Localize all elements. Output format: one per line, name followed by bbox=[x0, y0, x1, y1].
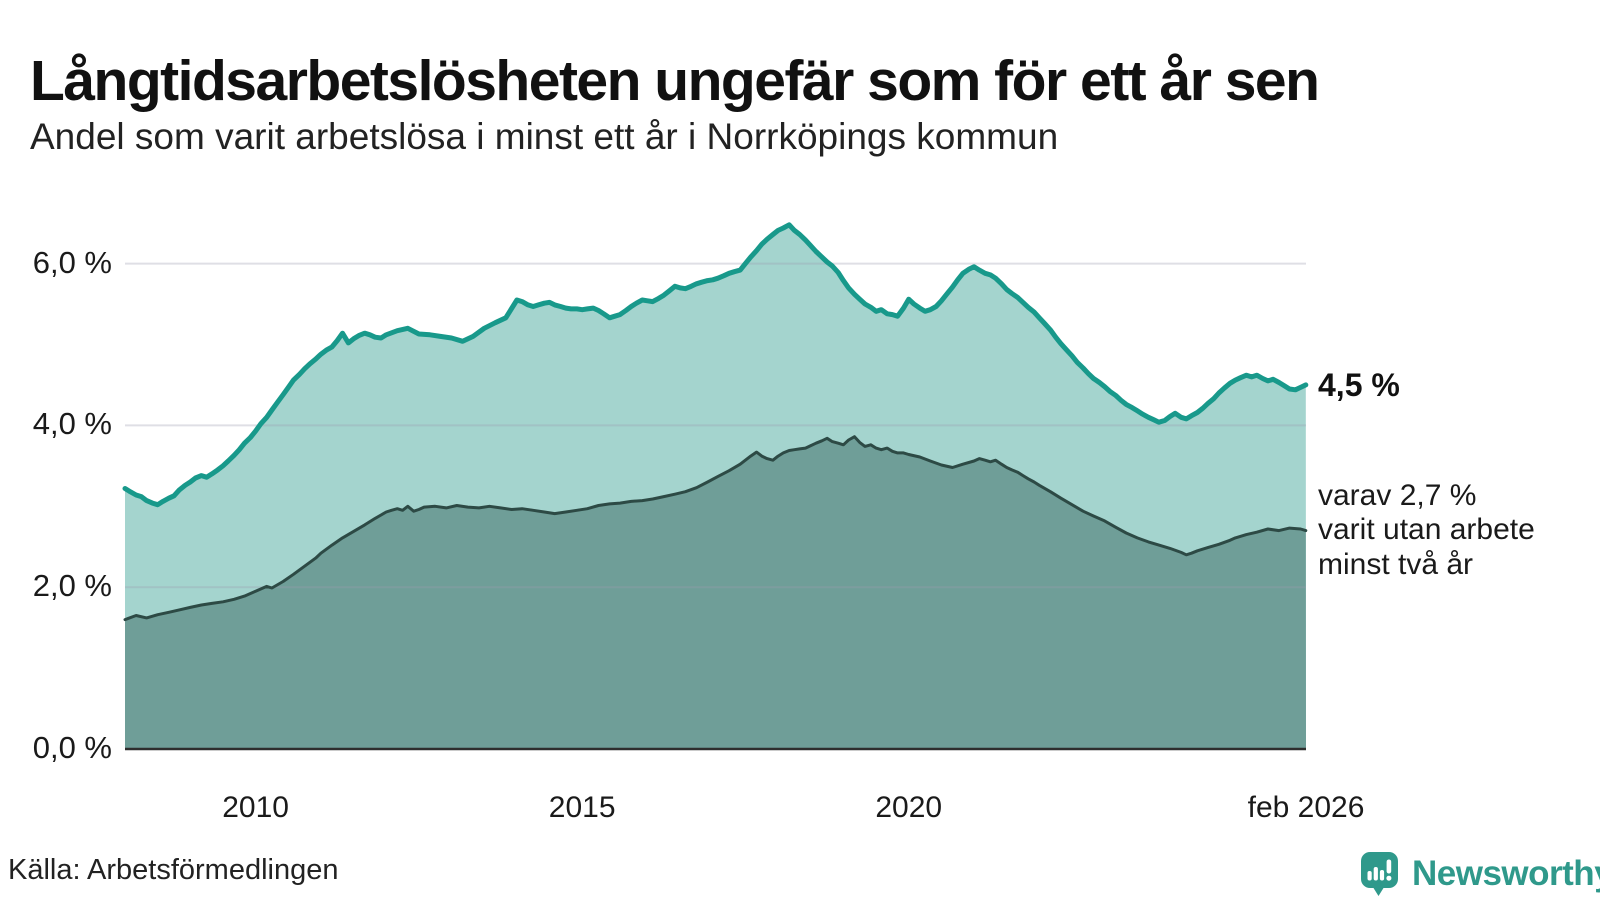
newsworthy-speech-bubble-chart-icon bbox=[1360, 851, 1399, 897]
y-tick-label-6: 6,0 % bbox=[32, 244, 112, 280]
source-label: Källa: Arbetsförmedlingen bbox=[8, 854, 339, 886]
x-tick-label-2010: 2010 bbox=[222, 791, 289, 824]
x-tick-label-feb-2026: feb 2026 bbox=[1247, 791, 1365, 824]
y-tick-label-2: 2,0 % bbox=[32, 568, 112, 604]
x-tick-label-2015: 2015 bbox=[548, 791, 616, 824]
y-tick-label-4: 4,0 % bbox=[32, 406, 112, 442]
x-tick-label-2020: 2020 bbox=[875, 791, 943, 824]
chart-subtitle: Andel som varit arbetslösa i minst ett å… bbox=[30, 116, 1059, 157]
page-title: Långtidsarbetslösheten ungefär som för e… bbox=[30, 49, 1320, 114]
series-annotation-label: varav 2,7 % varit utan arbete minst två … bbox=[1318, 478, 1535, 581]
newsworthy-logo-text: Newsworthy bbox=[1412, 854, 1600, 893]
y-tick-label-0: 0,0 % bbox=[32, 730, 112, 765]
newsworthy-logo: Newsworthy bbox=[1360, 851, 1600, 897]
series-end-value-label: 4,5 % bbox=[1318, 366, 1400, 403]
